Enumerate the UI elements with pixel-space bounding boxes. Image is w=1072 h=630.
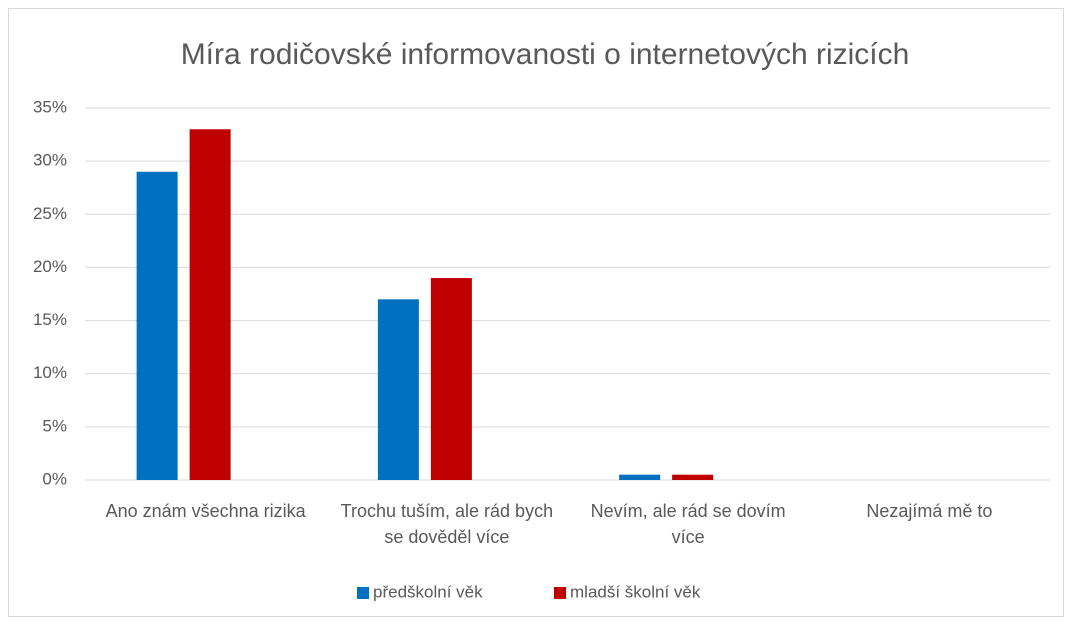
x-tick-label-box: Ano znám všechna rizika — [105, 501, 306, 521]
legend-label: předškolní věk — [373, 582, 483, 601]
y-tick-label: 20% — [33, 257, 67, 276]
x-tick-label-box: Nezajímá mě to — [866, 501, 993, 521]
x-tick-label: Nevím, ale rád se dovím více — [590, 501, 786, 547]
x-tick-label-box: Trochu tuším, ale rád bych se dověděl ví… — [340, 501, 554, 547]
bar — [136, 171, 178, 480]
bar — [430, 278, 472, 480]
y-tick-label: 30% — [33, 151, 67, 170]
x-tick-label: Trochu tuším, ale rád bych se dověděl ví… — [340, 501, 554, 547]
bar — [672, 474, 714, 480]
y-tick-label: 35% — [33, 97, 67, 116]
y-tick-label: 15% — [33, 310, 67, 329]
legend-label: mladší školní věk — [570, 582, 701, 601]
chart-title: Míra rodičovské informovanosti o interne… — [181, 38, 910, 71]
x-tick-label-box: Nevím, ale rád se dovím více — [590, 501, 786, 547]
x-tick-label: Ano znám všechna rizika — [105, 501, 306, 521]
bar — [377, 299, 419, 480]
y-tick-label: 25% — [33, 204, 67, 223]
bar — [619, 474, 661, 480]
y-tick-label: 0% — [42, 469, 67, 488]
y-tick-label: 10% — [33, 363, 67, 382]
chart-border — [8, 8, 1064, 617]
y-tick-label: 5% — [42, 416, 67, 435]
bar — [189, 129, 231, 480]
legend-swatch — [357, 587, 369, 599]
legend-swatch — [554, 587, 566, 599]
x-tick-label: Nezajímá mě to — [866, 501, 993, 521]
